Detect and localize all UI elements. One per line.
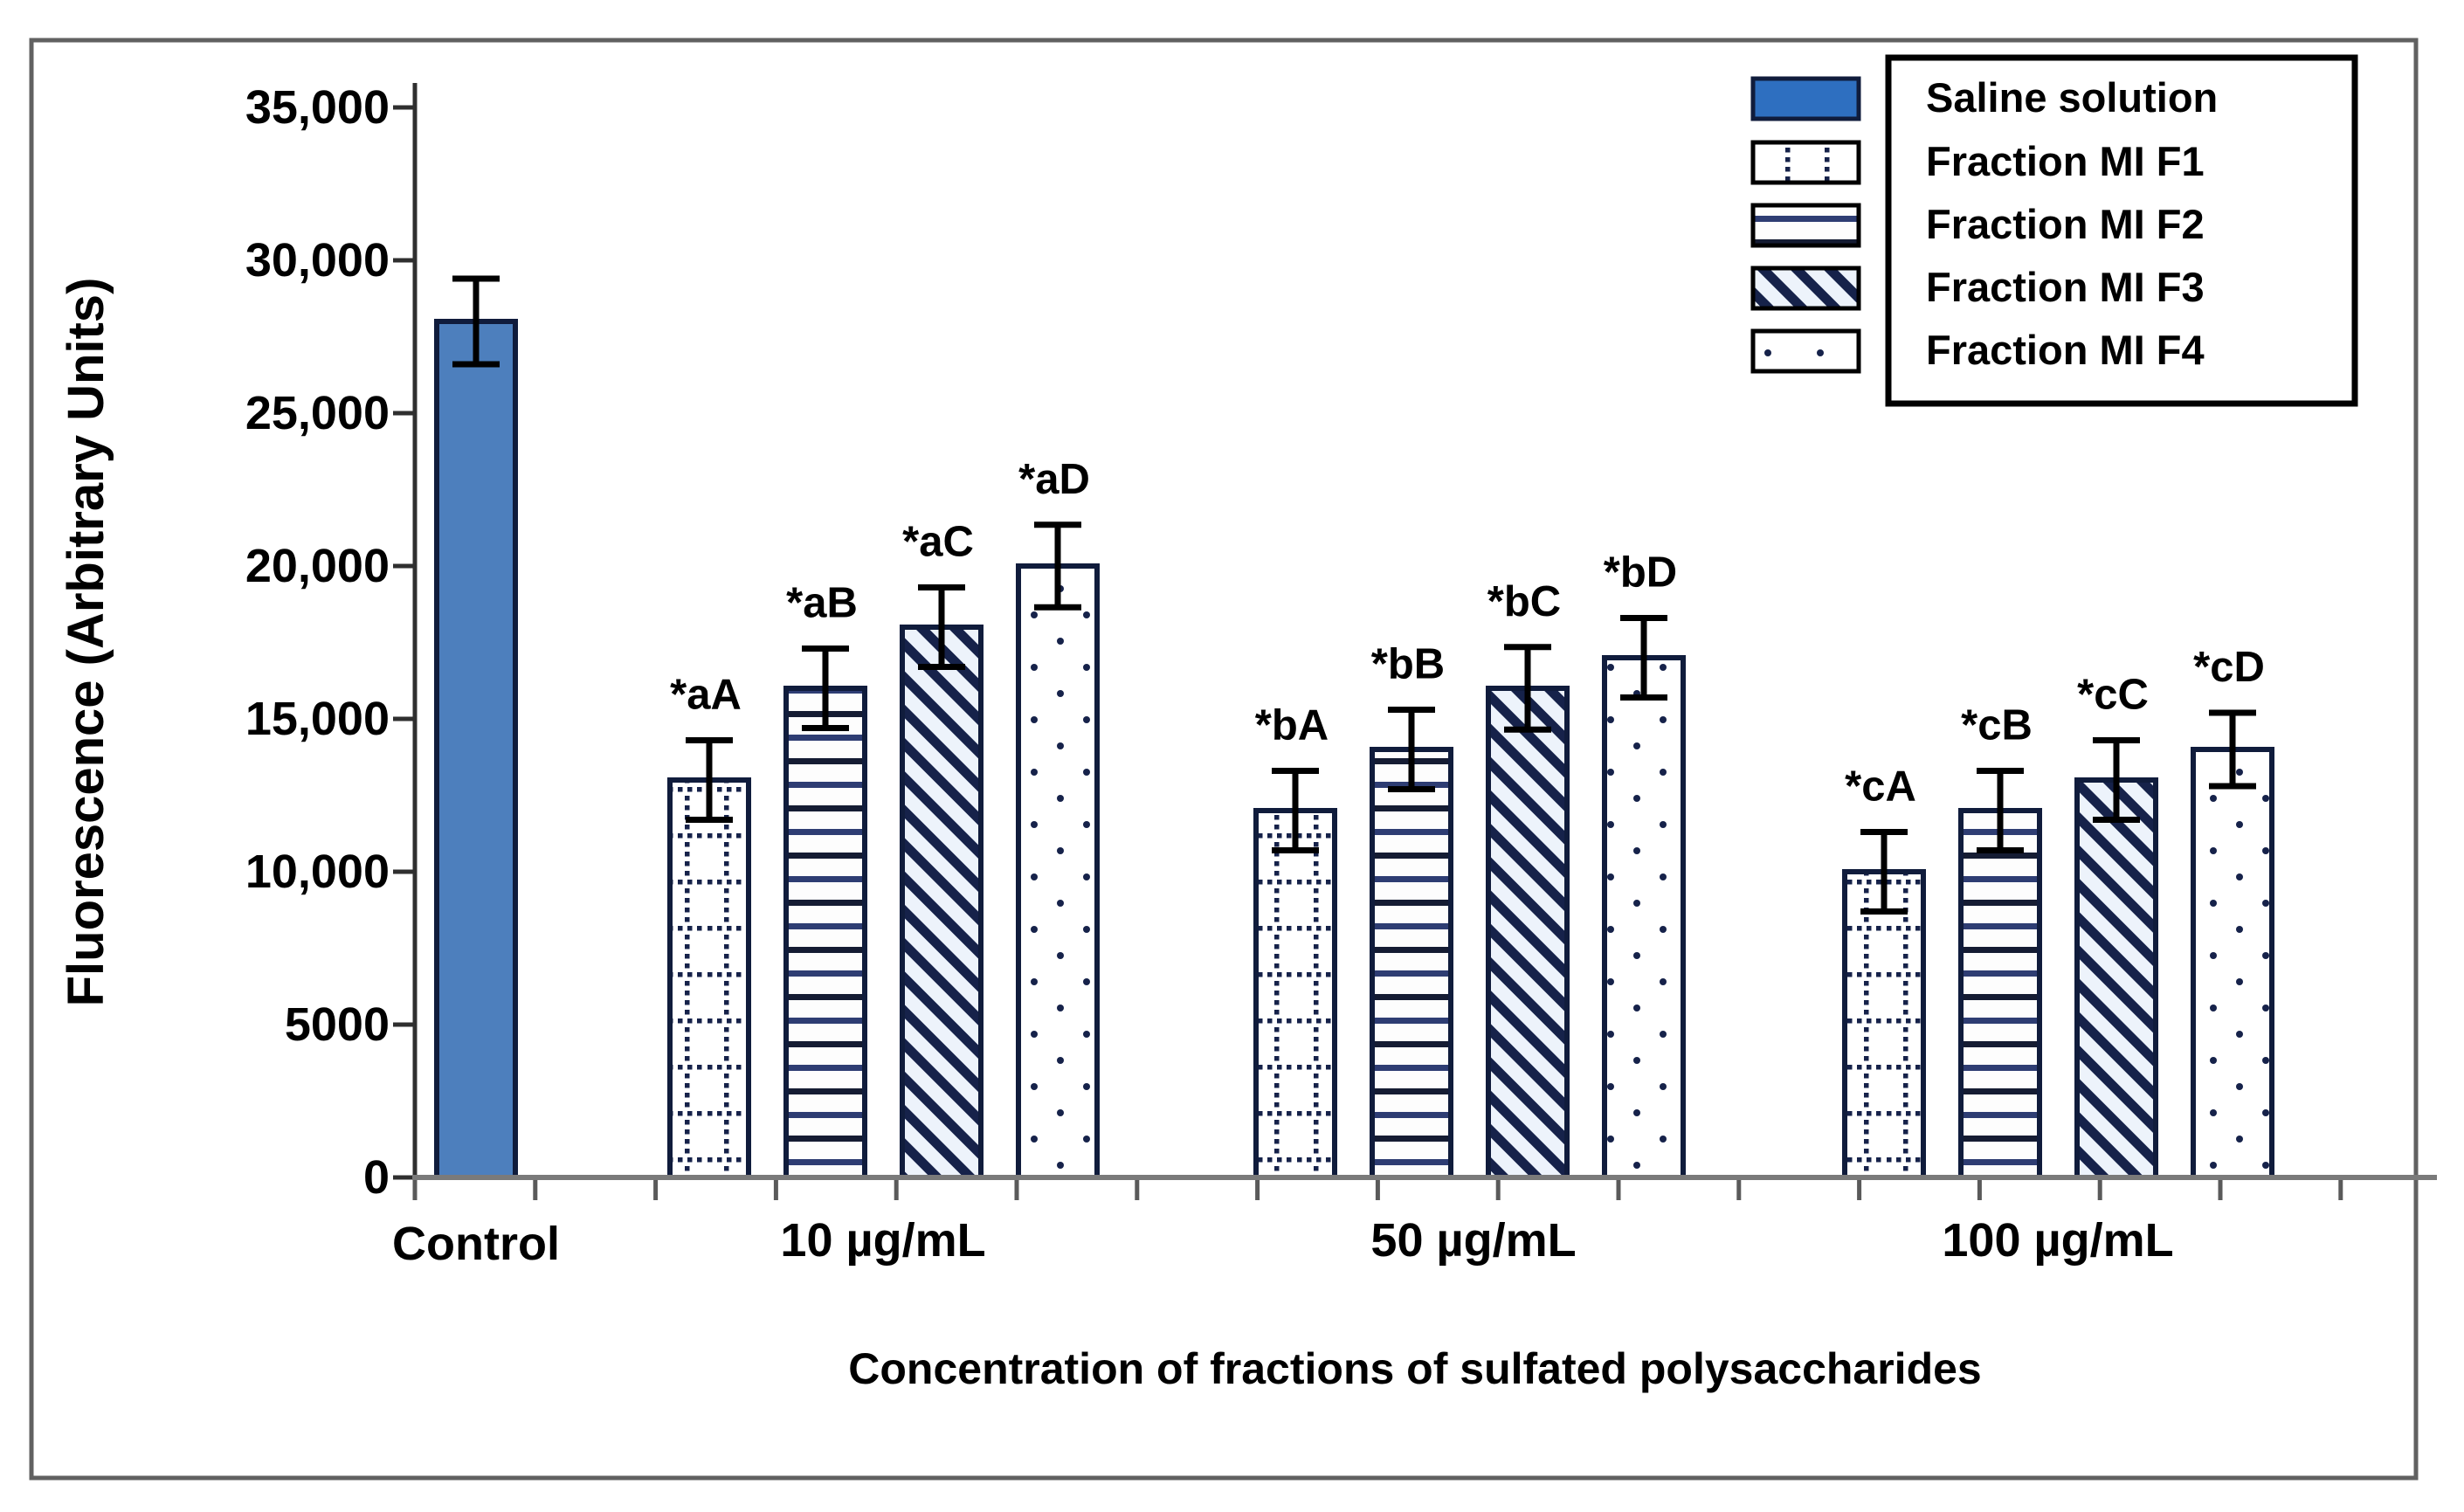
bar-annotation: *bA xyxy=(1255,702,1329,749)
y-tick-label: 0 xyxy=(363,1151,390,1204)
bar xyxy=(2191,747,2274,1180)
group-label-10: 10 µg/mL xyxy=(780,1214,985,1267)
y-axis-title: Fluorescence (Arbitrary Units) xyxy=(58,278,114,1007)
legend-swatch xyxy=(1750,266,1861,311)
bar-annotation: *aB xyxy=(786,580,858,627)
y-tick-label: 25,000 xyxy=(245,387,390,439)
bar-annotation: *cD xyxy=(2193,644,2265,691)
bar xyxy=(2074,777,2158,1180)
legend-label-f4: Fraction MI F4 xyxy=(1926,327,2205,373)
legend-swatch xyxy=(1750,140,1861,185)
bar-annotation: *aA xyxy=(670,672,742,719)
legend-label-saline: Saline solution xyxy=(1926,74,2218,121)
bar xyxy=(1370,747,1453,1180)
bar-annotation: *cC xyxy=(2077,672,2149,719)
y-tick-label: 10,000 xyxy=(245,846,390,898)
bar xyxy=(1486,686,1570,1180)
y-tick-label: 20,000 xyxy=(245,540,390,592)
bar xyxy=(434,319,518,1180)
bar-annotation: *cA xyxy=(1845,763,1916,811)
y-tick-label: 35,000 xyxy=(245,81,390,134)
bar xyxy=(1253,808,1337,1180)
bar xyxy=(900,625,984,1180)
legend-swatch xyxy=(1750,203,1861,248)
bar xyxy=(1602,655,1686,1180)
x-axis-title: Concentration of fractions of sulfated p… xyxy=(848,1344,1981,1393)
group-label-50: 50 µg/mL xyxy=(1370,1214,1576,1267)
bar xyxy=(1016,563,1100,1180)
bar-annotation: *cB xyxy=(1961,702,2033,749)
legend-swatch xyxy=(1750,76,1861,121)
figure-border xyxy=(29,38,2419,1481)
bar xyxy=(1958,808,2042,1180)
legend-label-f2: Fraction MI F2 xyxy=(1926,201,2205,247)
y-tick-label: 5000 xyxy=(285,998,390,1051)
bar-annotation: *bC xyxy=(1487,578,1561,625)
bar-annotation: *bD xyxy=(1604,549,1677,597)
legend-swatch xyxy=(1750,328,1861,374)
plot-area: *aA *aB *aC *aD *bA *bB *bC *bD *cA *cB *cC *cD xyxy=(393,76,2343,1200)
group-label-100: 100 µg/mL xyxy=(1942,1214,2173,1267)
y-tick-label: 15,000 xyxy=(245,693,390,745)
bar xyxy=(783,686,867,1180)
legend-box xyxy=(1885,54,2358,407)
legend-label-f3: Fraction MI F3 xyxy=(1926,264,2205,310)
legend-label-f1: Fraction MI F1 xyxy=(1926,138,2205,184)
bar xyxy=(1842,869,1926,1180)
bar-annotation: *bB xyxy=(1371,641,1445,688)
y-tick-label: 30,000 xyxy=(245,234,390,287)
bar-annotation: *aD xyxy=(1018,456,1090,503)
group-label-control: Control xyxy=(392,1218,560,1270)
bar-annotation: *aC xyxy=(902,519,974,566)
bar xyxy=(667,777,751,1180)
